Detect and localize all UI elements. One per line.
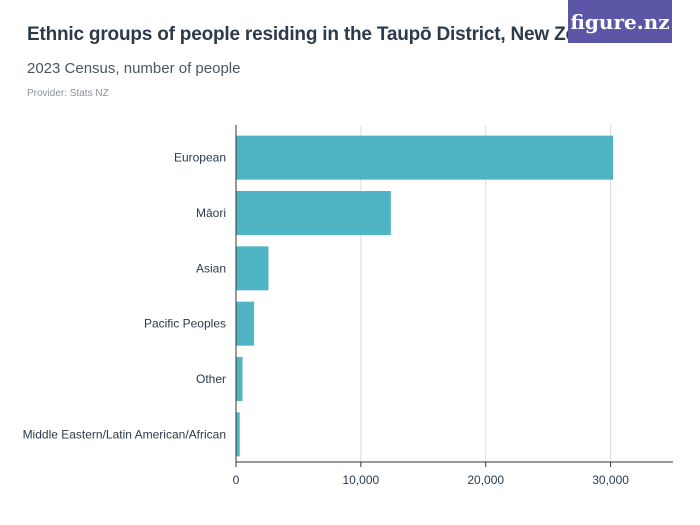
x-tick-label-0: 0 xyxy=(233,473,240,487)
bar-0 xyxy=(236,135,614,180)
category-label-5: Middle Eastern/Latin American/African xyxy=(23,427,226,441)
category-label-3: Pacific Peoples xyxy=(144,317,226,331)
bar-3 xyxy=(236,301,255,346)
x-tick-label-2: 20,000 xyxy=(467,473,504,487)
category-label-2: Asian xyxy=(196,261,226,275)
category-label-1: Māori xyxy=(196,206,226,220)
figure-nz-logo[interactable]: figure.nz xyxy=(568,0,672,43)
chart-title: Ethnic groups of people residing in the … xyxy=(27,24,625,45)
bar-5 xyxy=(236,412,240,457)
provider-credit: Provider: Stats NZ xyxy=(27,88,109,99)
x-tick-label-3: 30,000 xyxy=(592,473,629,487)
bar-4 xyxy=(236,357,243,401)
category-label-0: European xyxy=(174,151,226,165)
logo-text: figure.nz xyxy=(570,9,670,34)
bar-1 xyxy=(236,191,391,235)
x-tick-label-1: 10,000 xyxy=(343,473,380,487)
chart-subtitle: 2023 Census, number of people xyxy=(27,60,241,77)
bar-2 xyxy=(236,246,269,291)
category-label-4: Other xyxy=(196,372,226,386)
